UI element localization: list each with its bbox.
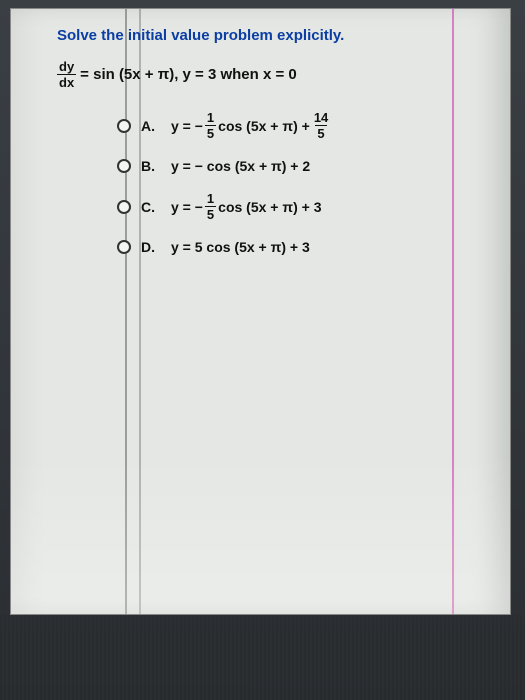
dy-dx-fraction: dy dx	[57, 60, 76, 89]
differential-equation: dy dx = sin (5x + π), y = 3 when x = 0	[57, 60, 492, 89]
option-label: B.	[141, 158, 161, 174]
answer-options: A. y = − 15 cos (5x + π) + 145 B. y = − cos…	[117, 111, 492, 261]
fraction: 15	[205, 111, 216, 140]
question-area: Solve the initial value problem explicit…	[11, 9, 510, 614]
option-label: C.	[141, 199, 161, 215]
expr-text: y = −	[171, 118, 203, 134]
option-label: A.	[141, 118, 161, 134]
equation-rhs: = sin (5x + π), y = 3 when x = 0	[80, 66, 297, 83]
option-expression: y = − cos (5x + π) + 2	[171, 158, 314, 174]
option-label: D.	[141, 239, 161, 255]
radio-icon[interactable]	[117, 119, 131, 133]
radio-icon[interactable]	[117, 240, 131, 254]
fraction: 145	[312, 111, 330, 140]
question-prompt: Solve the initial value problem explicit…	[57, 27, 492, 44]
expr-text: y = 5 cos (5x + π) + 3	[171, 239, 310, 255]
expr-text: y = −	[171, 199, 203, 215]
option-expression: y = − 15 cos (5x + π) + 3	[171, 192, 323, 221]
bezel-texture	[0, 615, 525, 700]
option-expression: y = 5 cos (5x + π) + 3	[171, 239, 314, 255]
radio-icon[interactable]	[117, 159, 131, 173]
expr-text: cos (5x + π) +	[218, 118, 310, 134]
option-expression: y = − 15 cos (5x + π) + 145	[171, 111, 332, 140]
expr-text: cos (5x + π) + 3	[218, 199, 321, 215]
fraction: 15	[205, 192, 216, 221]
radio-icon[interactable]	[117, 200, 131, 214]
option-row[interactable]: B. y = − cos (5x + π) + 2	[117, 152, 492, 180]
screen-panel: Solve the initial value problem explicit…	[10, 8, 511, 615]
expr-text: y = − cos (5x + π) + 2	[171, 158, 310, 174]
option-row[interactable]: A. y = − 15 cos (5x + π) + 145	[117, 111, 492, 140]
option-row[interactable]: C. y = − 15 cos (5x + π) + 3	[117, 192, 492, 221]
option-row[interactable]: D. y = 5 cos (5x + π) + 3	[117, 233, 492, 261]
